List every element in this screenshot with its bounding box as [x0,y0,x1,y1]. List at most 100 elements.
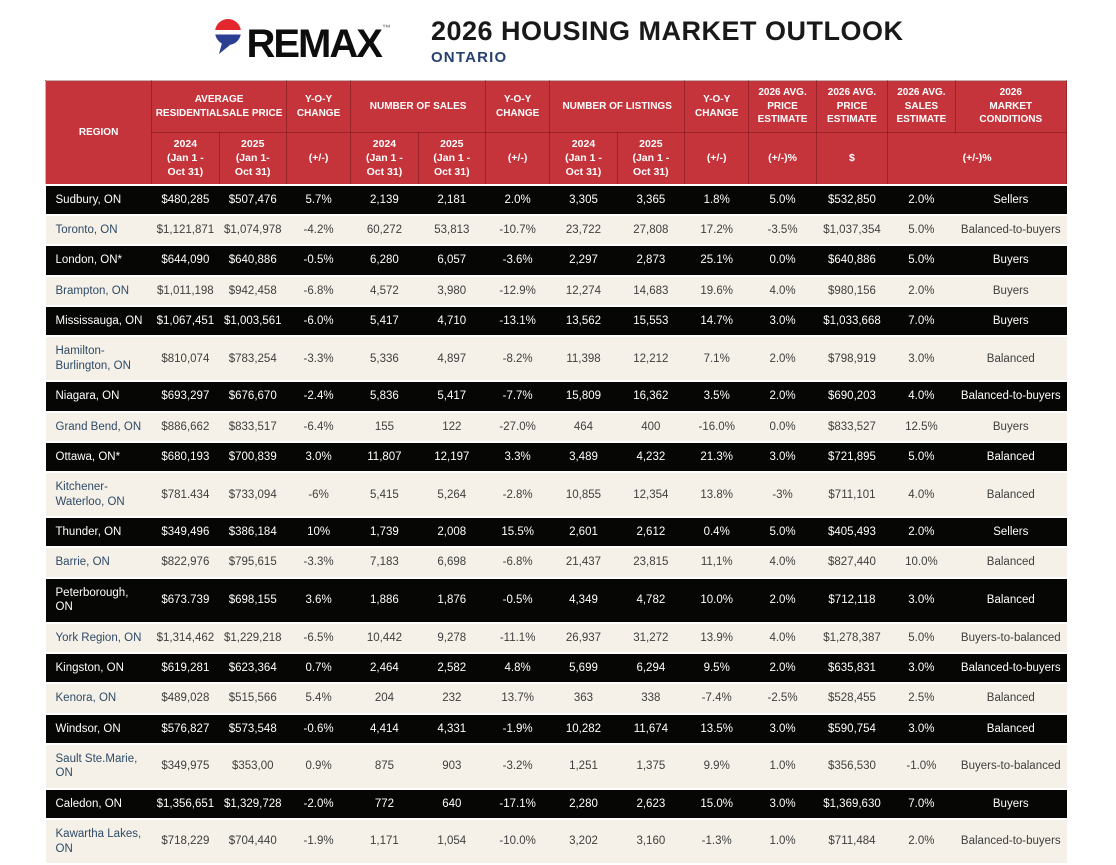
data-cell: -13.1% [499,315,536,328]
data-cell: 12.5% [905,420,938,433]
data-cell: $1,011,198 [157,284,214,297]
data-cell: 15,809 [565,390,602,403]
table-row: Hamilton-Burlington, ON $810,074 $783,254 -… [45,336,1067,382]
data-cell: 875 [374,760,395,773]
data-cell: 2,280 [569,797,598,810]
data-cell: 2.0% [769,594,796,606]
data-cell: 19.6% [700,284,733,297]
data-cell: 11,674 [633,722,669,735]
trademark-mark: ™ [381,23,391,34]
data-cell: 7,183 [370,556,399,569]
data-cell: 2.0% [769,390,796,403]
data-cell: -6.0% [303,315,334,328]
data-cell: 53,813 [434,223,470,236]
data-cell: -10.0% [499,835,536,848]
data-cell: 464 [573,420,594,433]
data-cell: $942,458 [228,284,277,297]
data-cell: Balanced [986,556,1035,569]
region-cell: Thunder, ON [55,526,122,539]
data-cell: -0.5% [303,254,334,267]
data-cell: 5.0% [908,631,935,644]
data-cell: 13,562 [565,315,602,328]
data-cell: 0.0% [769,420,796,433]
data-cell: 12,354 [633,488,669,501]
data-cell: -2.8% [502,488,533,501]
data-cell: 3.6% [305,594,332,606]
data-cell: 10,855 [565,488,602,501]
data-cell: Buyers [992,254,1029,267]
header-number-of-listings-group: NUMBER OF LISTINGS [549,80,686,134]
data-cell: 4.0% [908,390,935,403]
data-cell: 3,489 [569,450,598,463]
data-cell: -17.1% [499,797,536,810]
table-row: Barrie, ON $822,976 $795,615 -3.3% 7,183 6,69… [45,547,1067,578]
region-cell: Mississauga, ON [55,315,143,328]
data-cell: -10.7% [499,223,536,236]
data-cell: $704,440 [228,835,277,848]
data-cell: 5,836 [370,390,399,403]
data-cell: 5,264 [437,488,467,501]
table-row: Windsor, ON $576,827 $573,548 -0.6% 4,414 4,3… [45,713,1067,745]
data-cell: -7.7% [502,390,533,403]
data-cell: 10,442 [366,631,403,644]
region-cell: Barrie, ON [55,556,110,569]
data-cell: Balanced-to-buyers [960,223,1061,236]
data-cell: 4,232 [636,450,666,463]
data-cell: $718,229 [161,835,210,848]
data-cell: 6,280 [370,254,399,267]
data-cell: 2.0% [504,193,531,206]
data-cell: 7.0% [908,315,935,328]
data-cell: 3.0% [305,450,332,463]
data-cell: $810,074 [161,352,210,365]
data-cell: 3.0% [769,315,796,328]
region-cell: Niagara, ON [55,390,120,403]
data-cell: -0.6% [303,722,334,735]
data-cell: $711,101 [828,488,876,501]
data-cell: 2,582 [437,661,467,674]
data-cell: $1,074,978 [223,223,282,236]
page-header: REMAX™ 2026 HOUSING MARKET OUTLOOK ONTAR… [0,0,1116,76]
data-cell: 60,272 [366,223,403,236]
data-cell: 2.0% [908,835,935,848]
data-cell: 1.0% [769,835,796,848]
data-cell: 10.0% [700,594,733,606]
data-cell: Buyers [992,797,1029,810]
data-cell: 5,417 [370,315,399,328]
data-cell: 2,181 [437,193,467,206]
data-cell: 3.0% [769,450,796,463]
data-cell: 13.5% [700,722,733,735]
data-cell: 5.0% [908,223,935,236]
data-cell: 122 [442,420,462,433]
data-cell: 9,278 [437,631,467,644]
data-cell: 1.0% [769,760,796,773]
data-cell: 14.7% [700,315,733,328]
remax-logo: REMAX™ [212,18,391,64]
region-cell: Kitchener-Waterloo, ON [55,481,125,508]
subheader-listings-2025: 2025 (Jan 1 - Oct 31) [616,132,686,186]
title-block: 2026 HOUSING MARKET OUTLOOK ONTARIO [431,16,904,66]
subheader-yoy-1: (+/-) [285,132,352,186]
data-cell: -3% [772,488,793,501]
data-cell: 12,274 [565,284,602,297]
page-subtitle: ONTARIO [430,49,508,67]
data-cell: -3.6% [502,254,533,267]
data-cell: -3.3% [303,352,334,365]
data-cell: 5,415 [370,488,399,501]
table-row: Peterborough, ON $673.739 $698,155 3.6% 1,88… [45,577,1067,623]
data-cell: 3.0% [908,722,935,735]
data-cell: 1,251 [569,760,598,773]
data-cell: 15.5% [501,526,534,539]
data-cell: $573,548 [228,722,277,735]
data-cell: -3.3% [303,556,334,569]
data-cell: 363 [573,692,594,705]
data-cell: 3,160 [636,835,666,848]
data-cell: 9.9% [703,760,730,773]
data-cell: $353,00 [231,760,274,773]
data-cell: 4,349 [569,594,598,606]
data-cell: 3,202 [569,835,598,848]
data-cell: -2.4% [303,390,334,403]
table-row: Niagara, ON $693,297 $676,670 -2.4% 5,836 5,4… [45,381,1067,412]
data-cell: $528,455 [827,692,876,705]
data-cell: 16,362 [633,390,669,403]
data-cell: 5.0% [908,254,935,267]
